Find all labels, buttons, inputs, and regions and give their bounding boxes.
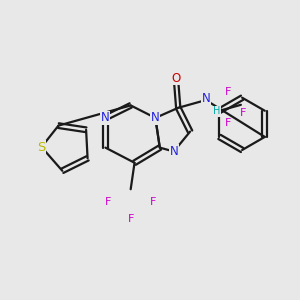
Text: N: N bbox=[101, 111, 110, 124]
Text: F: F bbox=[105, 197, 112, 207]
Text: N: N bbox=[202, 92, 210, 105]
Text: F: F bbox=[225, 118, 232, 128]
Text: O: O bbox=[172, 72, 181, 85]
Text: F: F bbox=[150, 197, 156, 207]
Text: H: H bbox=[213, 106, 220, 116]
Text: S: S bbox=[37, 140, 46, 154]
Text: F: F bbox=[240, 108, 247, 118]
Text: N: N bbox=[151, 111, 160, 124]
Text: N: N bbox=[169, 145, 178, 158]
Text: F: F bbox=[225, 87, 232, 97]
Text: F: F bbox=[128, 214, 134, 224]
